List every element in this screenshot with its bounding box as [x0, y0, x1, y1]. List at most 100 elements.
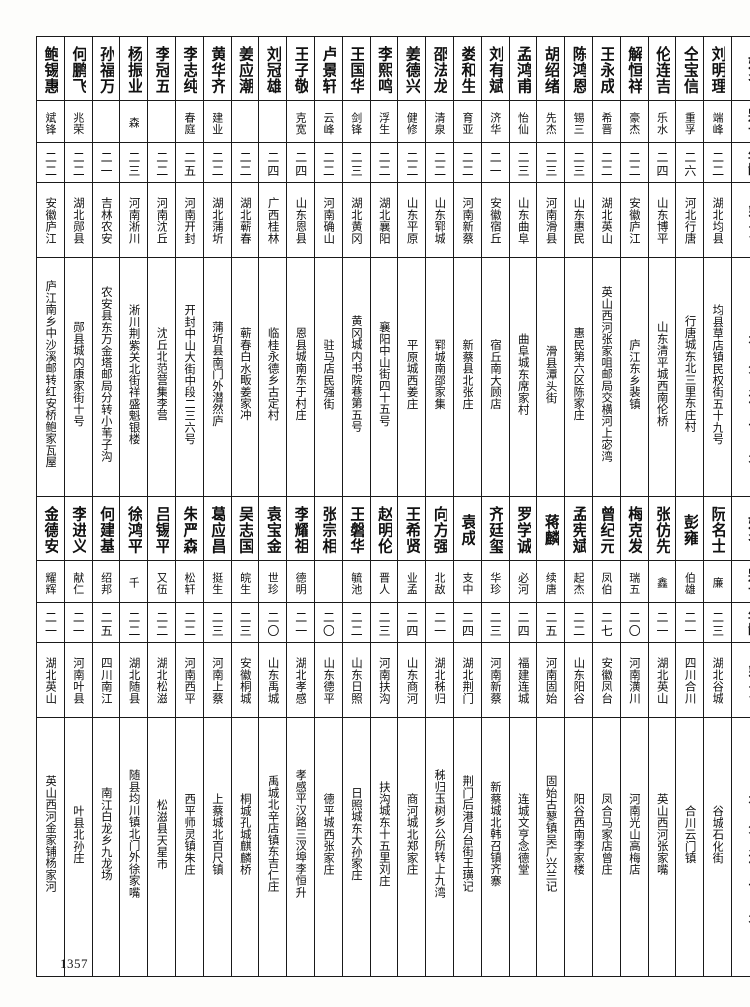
- cell-name: 王磐华: [341, 496, 371, 561]
- name-text: 向方强: [431, 506, 448, 554]
- address-text: 英山西河张家嘴: [656, 792, 668, 876]
- origin-text: 湖北蒲圻: [211, 196, 224, 244]
- cell-address: 黄冈城内书院巷第五号: [341, 257, 371, 517]
- age-text: 二四: [294, 150, 307, 178]
- origin-text: 福建连城: [517, 656, 529, 704]
- cell-age: 二二: [147, 142, 176, 183]
- cell-origin: 四川合川: [675, 642, 705, 718]
- address-text: 凤合马家店曾庄: [600, 792, 613, 876]
- age-text: 二三: [544, 150, 557, 178]
- cell-origin: 河南潢川: [619, 642, 649, 718]
- cell-address: 新蔡县北张庄: [452, 257, 482, 517]
- name-text: 卢景轩: [320, 46, 337, 94]
- alias-text: 重孚: [684, 111, 696, 135]
- cell-origin: 河南西平: [174, 642, 204, 718]
- cell-address: 河南光山高梅店: [619, 717, 649, 977]
- cell-name: 王国华: [341, 36, 371, 101]
- origin-text: 河南新蔡: [489, 656, 501, 704]
- name-text: 吴志国: [237, 506, 253, 554]
- cell-age: 二〇: [258, 602, 288, 643]
- cell-alias: 耀辉: [36, 560, 65, 603]
- cell-alias: 浮生: [369, 100, 399, 143]
- address-text: 行唐城东北三里东庄村: [683, 315, 696, 433]
- alias-text: 希晋: [600, 111, 612, 135]
- name-text: 娄和生: [459, 46, 476, 94]
- address-text: 开封中山大街中段二三六号: [183, 303, 196, 445]
- cell-name: 李冠五: [147, 36, 176, 101]
- age-text: 二七: [600, 610, 613, 638]
- cell-origin: 吉林农安: [91, 182, 121, 258]
- cell-address: 连城文亨念德堂: [508, 717, 538, 977]
- cell-origin: 山东禹城: [258, 642, 288, 718]
- cell-address: 行唐城东北三里东庄村: [675, 257, 705, 517]
- cell-age: 二三: [536, 142, 566, 183]
- cell-age: 二三: [564, 142, 593, 183]
- cell-alias: 北敌: [425, 560, 454, 603]
- header-origin-label: 籍贯: [746, 203, 750, 245]
- origin-text: 湖北英山: [600, 196, 613, 244]
- alias-text: 凤伯: [600, 571, 612, 595]
- cell-age: 二二: [397, 142, 427, 183]
- cell-origin: 山东德平: [313, 642, 343, 718]
- cell-alias: 重孚: [675, 100, 705, 143]
- address-text: 西平师灵镇朱庄: [183, 792, 196, 876]
- cell-name: 罗学诚: [508, 496, 538, 561]
- cell-age: 二四: [647, 142, 677, 183]
- name-text: 伦连吉: [654, 46, 670, 94]
- cell-alias: 健修: [397, 100, 427, 143]
- cell-alias: 德明: [286, 560, 315, 603]
- cell-alias: 皖生: [230, 560, 260, 603]
- cell-name: 卢景轩: [313, 36, 343, 101]
- cell-address: 平原城西姜庄: [397, 257, 427, 517]
- age-text: 二四: [405, 610, 418, 638]
- origin-text: 河南固始: [544, 656, 557, 704]
- address-text: 新蔡县北张庄: [461, 338, 474, 410]
- address-text: 秭归玉树乡公所转上九湾: [433, 769, 446, 899]
- name-text: 梅克发: [626, 506, 643, 554]
- cell-age: 二六: [675, 142, 705, 183]
- alias-text: 华珍: [489, 571, 501, 595]
- address-text: 阳谷西南李家楼: [572, 792, 585, 876]
- address-text: 叶县北孙庄: [72, 804, 85, 864]
- cell-origin: 湖北英山: [36, 642, 65, 718]
- name-text: 鲍锡惠: [42, 46, 59, 94]
- cell-age: 二三: [369, 602, 399, 643]
- address-text: 农安县东万金塔邮局分转小苇子沟: [100, 286, 112, 462]
- cell-alias: 支中: [452, 560, 482, 603]
- cell-origin: 河南新蔡: [452, 182, 482, 258]
- cell-name: 齐廷玺: [480, 496, 510, 561]
- cell-name: 曾纪元: [591, 496, 621, 561]
- age-text: 二二: [44, 150, 57, 178]
- alias-text: 剑锋: [350, 111, 362, 135]
- age-text: 二三: [711, 610, 724, 638]
- cell-age: 二二: [313, 142, 343, 183]
- alias-text: 千: [128, 577, 140, 589]
- cell-origin: 四川南江: [91, 642, 121, 718]
- address-text: 蕲春白水畈姜家冲: [239, 327, 251, 421]
- name-text: 徐鸿平: [125, 506, 142, 554]
- age-text: 二二: [183, 610, 196, 638]
- cell-name: 孙福万: [91, 36, 121, 101]
- age-text: 二五: [544, 610, 557, 638]
- roster-table-top: 鲍锡惠 何鹏飞 孙福万 杨振业 李冠五 李志纯 黄华齐 姜应潮 刘冠雄 王子敬 卢景轩 王国华 李熙鸣姜…: [36, 36, 750, 517]
- header-cell-origin: 籍贯: [730, 182, 750, 258]
- header-address-label: 永久通讯处: [746, 329, 750, 479]
- cell-alias: 瑞五: [619, 560, 649, 603]
- cell-alias: 乐水: [647, 100, 677, 143]
- cell-address: 西平师灵镇朱庄: [174, 717, 204, 977]
- address-text: 宿丘南大顾店: [489, 338, 501, 410]
- origin-text: 湖北秭归: [433, 656, 446, 704]
- origin-text: 山东德平: [322, 656, 335, 704]
- origin-text: 湖北英山: [656, 656, 668, 704]
- cell-age: 二三: [508, 142, 538, 183]
- cell-address: 英山西河张家嘴: [647, 717, 677, 977]
- alias-text: 世珍: [267, 571, 279, 595]
- name-text: 孙福万: [98, 46, 114, 94]
- cell-age: 二二: [619, 142, 649, 183]
- age-text: 二三: [377, 610, 391, 638]
- alias-text: 克宽: [294, 111, 307, 135]
- cell-name: 金德安: [36, 496, 65, 561]
- alias-text: 晋人: [378, 571, 390, 595]
- age-text: 二一: [433, 610, 446, 638]
- cell-age: 二四: [397, 602, 427, 643]
